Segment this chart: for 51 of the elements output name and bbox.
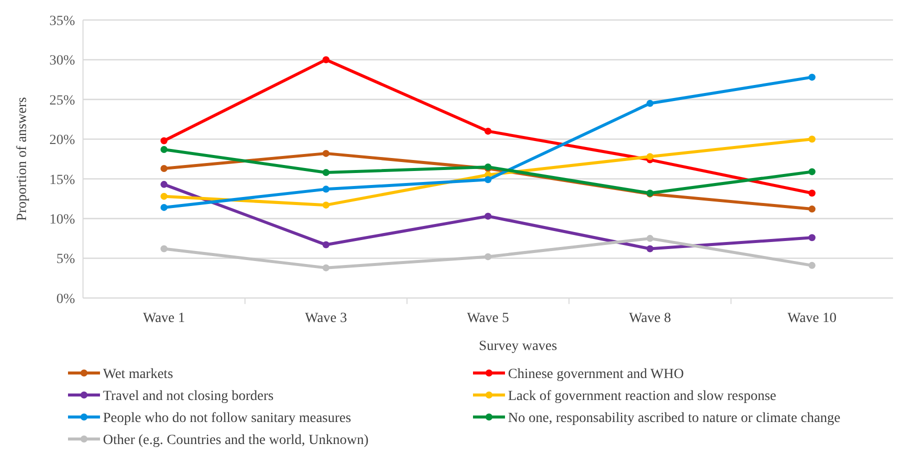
point: [808, 168, 816, 176]
y-tick-label: 35%: [49, 14, 76, 29]
point: [160, 180, 168, 188]
y-tick-label: 15%: [49, 172, 76, 188]
point: [322, 186, 330, 193]
y-tick-label: 5%: [56, 252, 76, 268]
x-tick-label: Wave 5: [466, 311, 510, 326]
legend-label: People who do not follow sanitary measures: [103, 410, 352, 426]
point: [646, 153, 654, 160]
point: [160, 192, 168, 200]
point: [322, 202, 330, 209]
point: [160, 204, 168, 211]
point: [808, 206, 816, 213]
legend-label: Other (e.g. Countries and the world, Unknown): [103, 432, 369, 448]
point: [160, 165, 168, 172]
y-tick-label: 20%: [49, 133, 76, 148]
x-tick-label: Wave 8: [628, 311, 672, 326]
x-tick-label: Wave 3: [304, 311, 348, 326]
y-tick-label: 0%: [56, 292, 76, 307]
point: [322, 264, 330, 272]
point: [322, 56, 330, 64]
legend-label: No one, responsability ascribed to nature or climate change: [508, 410, 840, 426]
point: [646, 245, 654, 252]
point: [484, 253, 492, 260]
y-axis-title: Proportion of answers: [15, 97, 30, 221]
point: [808, 190, 816, 197]
point: [808, 74, 816, 81]
point: [808, 234, 816, 242]
point: [808, 136, 816, 143]
point: [484, 176, 492, 184]
x-tick-label: Wave 10: [787, 311, 837, 326]
y-tick-label: 25%: [49, 93, 76, 108]
legend-label: Wet markets: [103, 366, 174, 382]
point: [808, 262, 816, 269]
x-axis-title: Survey waves: [478, 339, 558, 354]
y-tick-label: 10%: [49, 212, 76, 228]
point: [322, 169, 330, 176]
point: [160, 245, 168, 252]
legend-label: Chinese government and WHO: [508, 366, 684, 382]
point: [484, 128, 492, 135]
y-tick-label: 30%: [49, 54, 76, 69]
point: [160, 137, 168, 144]
legend-label: Travel and not closing borders: [103, 388, 274, 404]
point: [160, 146, 168, 153]
point: [646, 100, 654, 107]
point: [646, 234, 654, 242]
point: [322, 241, 330, 248]
x-tick-label: Wave 1: [142, 311, 186, 326]
legend-label: Lack of government reaction and slow response: [508, 388, 776, 404]
point: [322, 150, 330, 157]
point: [484, 212, 492, 220]
